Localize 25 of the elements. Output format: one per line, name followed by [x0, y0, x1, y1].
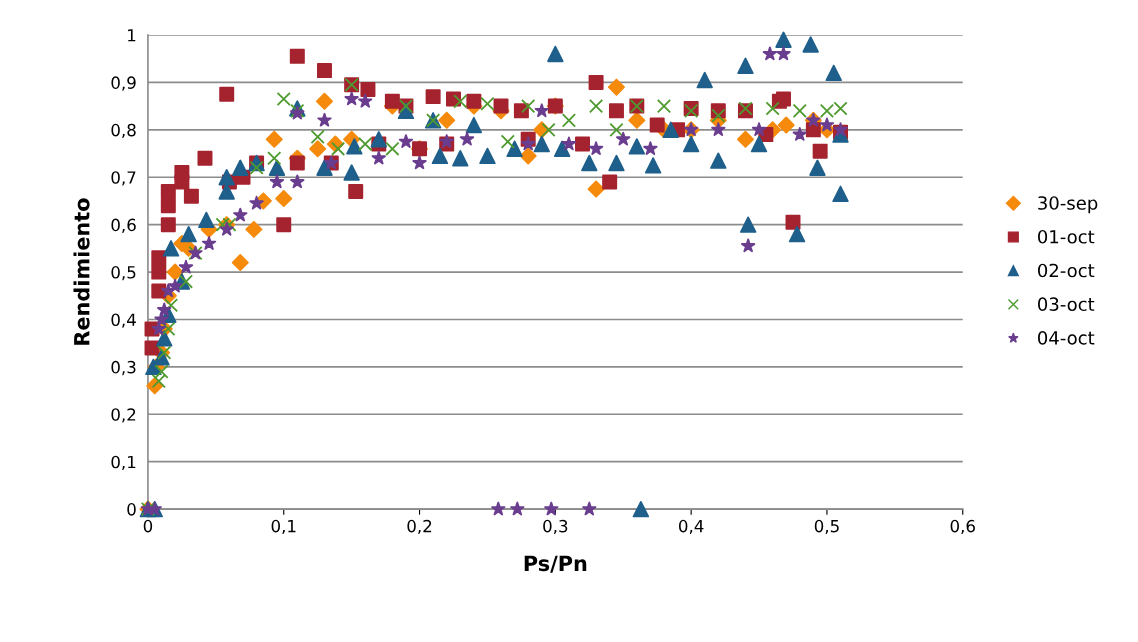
y-tick-label: 0 — [127, 503, 136, 516]
x-tick-label: 0,6 — [950, 519, 975, 535]
y-tick-label: 0,7 — [111, 171, 136, 186]
y-tick-label: 1 — [128, 29, 136, 42]
x-tick-label: 0 — [143, 519, 153, 533]
legend-label: 30-sep — [1038, 196, 1098, 214]
y-tick-label: 0,9 — [111, 76, 136, 91]
x-axis-title: Ps/Pn — [524, 555, 587, 573]
y-tick-label: 0,2 — [111, 408, 136, 423]
legend-label: 02-oct — [1038, 263, 1095, 278]
y-tick-label: 0,4 — [111, 313, 136, 328]
x-tick-label: 0,3 — [543, 519, 568, 535]
x-tick-label: 0,5 — [814, 519, 839, 535]
y-tick-label: 0,1 — [111, 455, 136, 470]
y-tick-label: 0,8 — [111, 123, 136, 139]
legend-label: 01-oct — [1038, 229, 1095, 244]
y-axis-title: Rendimiento — [73, 198, 90, 345]
legend-label: 04-oct — [1038, 331, 1095, 345]
y-tick-label: 0,3 — [111, 360, 136, 376]
x-tick-label: 0,2 — [407, 519, 432, 535]
x-tick-label: 0,4 — [678, 519, 704, 535]
y-tick-label: 0,5 — [111, 266, 136, 281]
y-tick-label: 0,6 — [111, 218, 136, 233]
x-tick-label: 0,1 — [271, 519, 296, 535]
legend-label: 03-oct — [1038, 297, 1095, 312]
